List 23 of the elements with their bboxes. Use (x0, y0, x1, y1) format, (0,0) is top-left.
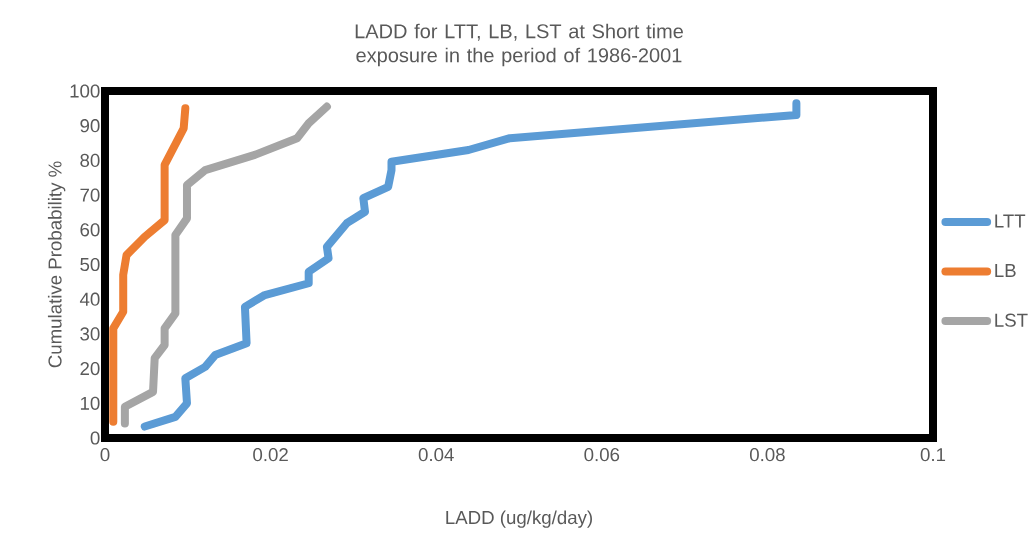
y-tick-label: 40 (79, 292, 100, 306)
legend-label: LST (995, 313, 1028, 327)
y-tick-label: 100 (70, 84, 100, 98)
x-tick-label: 0 (100, 448, 110, 462)
y-tick-label: 80 (80, 153, 100, 168)
x-tick-label: 0.08 (749, 448, 785, 462)
y-tick-label: 60 (80, 223, 100, 237)
x-tick-label: 0.04 (418, 448, 454, 462)
legend-label: LTT (995, 214, 1026, 228)
y-tick-label: 50 (80, 257, 100, 272)
y-tick-label: 0 (90, 431, 100, 445)
y-tick-label: 20 (80, 361, 100, 376)
x-tick-label: 0.02 (253, 448, 288, 462)
y-tick-label: 10 (80, 396, 100, 410)
y-tick-label: 30 (80, 327, 100, 341)
y-tick-label: 70 (80, 188, 100, 202)
legend-label: LB (995, 264, 1016, 277)
y-axis-title: Cumulative Probability % (47, 161, 66, 368)
x-tick-label: 0.06 (584, 448, 620, 462)
x-tick-label: 0.1 (920, 448, 946, 462)
chart-title: LADD for LTT, LB, LST at Short time exposure in the period of 1986-2001 (355, 23, 683, 67)
y-tick-label: 90 (80, 119, 100, 133)
x-axis-title: LADD (ug/kg/day) (446, 510, 592, 528)
